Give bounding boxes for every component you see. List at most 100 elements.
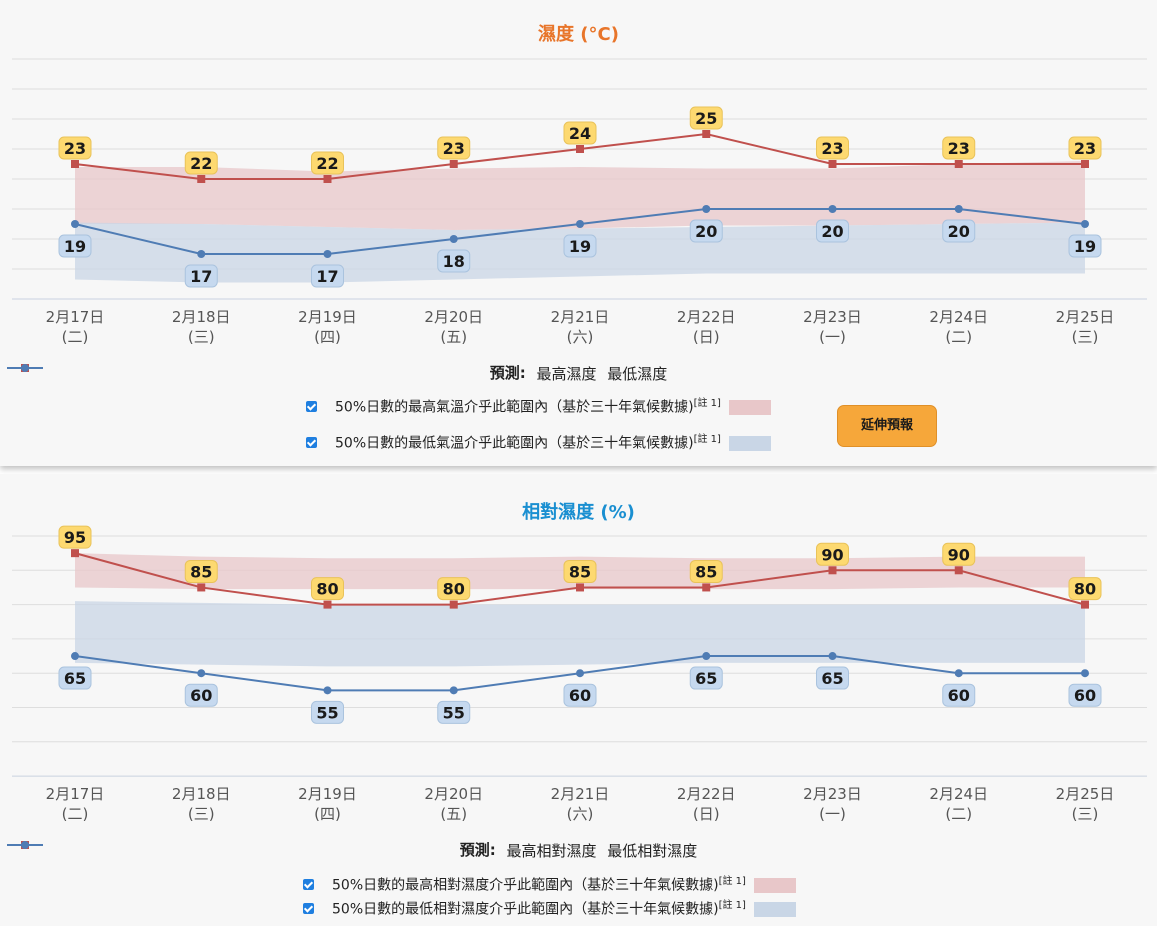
- data-label-text: 22: [316, 154, 338, 173]
- temp-min-point: [197, 250, 206, 258]
- footnote-ref[interactable]: [註 1]: [693, 434, 721, 445]
- humidity-max-range-toggle[interactable]: 50%日數的最高相對濕度介乎此範圍內（基於三十年氣候數據)[註 1]: [303, 872, 796, 895]
- checkbox-checked-icon[interactable]: [303, 903, 314, 915]
- hum-min-data-label: 65: [689, 666, 723, 690]
- data-label-bg: [942, 219, 976, 243]
- temp-min-data-label: 19: [58, 234, 92, 258]
- temp-min-data-label: 17: [311, 264, 344, 288]
- hum-max-data-label: 85: [563, 559, 597, 583]
- data-label-text: 23: [821, 139, 843, 158]
- hum-min-data-label: 60: [563, 683, 597, 707]
- data-label-bg: [1068, 234, 1102, 258]
- data-label-bg: [311, 700, 344, 724]
- hum-min-point: [1081, 669, 1089, 678]
- data-label-text: 19: [569, 237, 591, 256]
- temp-max-point: [449, 160, 458, 168]
- temp-max-data-label: 25: [689, 106, 723, 130]
- temp-x-tick-weekday: (四): [314, 328, 341, 346]
- temperature-chart-title: 濕度 (°C): [538, 24, 619, 45]
- temp-min-point: [828, 205, 837, 213]
- hum-max-point: [828, 566, 837, 575]
- temperature-min-range-toggle[interactable]: 50%日數的最低氣溫介乎此範圍內（基於三十年氣候數據)[註 1]: [306, 430, 771, 453]
- hum-min-data-label: 60: [184, 683, 218, 707]
- temperature-legend-max-label[interactable]: 最高濕度: [536, 365, 597, 383]
- temp-min-point: [71, 220, 79, 228]
- data-label-bg: [816, 136, 849, 160]
- extended-forecast-button[interactable]: 延伸預報: [837, 405, 937, 447]
- temperature-legend-min-label[interactable]: 最低濕度: [607, 365, 668, 383]
- data-label-text: 85: [569, 562, 591, 581]
- hum-max-data-label: 90: [942, 542, 976, 566]
- temp-min-data-label: 18: [437, 249, 471, 273]
- temp-min-point: [702, 205, 711, 213]
- hum-max-data-label: 90: [816, 542, 849, 566]
- data-label-bg: [58, 136, 92, 160]
- hum-max-point: [449, 600, 458, 609]
- humidity-min-range-toggle[interactable]: 50%日數的最低相對濕度介乎此範圍內（基於三十年氣候數據)[註 1]: [303, 896, 796, 919]
- hum-x-tick-weekday: (一): [819, 805, 846, 823]
- data-label-text: 17: [190, 267, 212, 286]
- temp-x-tick-date: 2月18日: [172, 308, 231, 326]
- data-label-bg: [942, 683, 976, 707]
- temp-max-data-label: 23: [1068, 136, 1102, 160]
- checkbox-checked-icon[interactable]: [306, 401, 317, 413]
- data-label-text: 65: [64, 669, 86, 688]
- hum-min-data-label: 55: [437, 700, 471, 724]
- hum-x-tick-weekday: (四): [314, 805, 341, 823]
- hum-max-data-label: 85: [689, 559, 723, 583]
- temp-max-point: [323, 175, 332, 183]
- data-label-text: 23: [64, 139, 86, 158]
- humidity-panel: 95 85 80 80 85 85 90 90 80 65 60 55 55 60 65 65 60 60 2月17…: [0, 474, 1157, 926]
- humidity-legend-min-label[interactable]: 最低相對濕度: [607, 842, 698, 860]
- data-label-text: 19: [64, 237, 86, 256]
- temperature-max-range-toggle[interactable]: 50%日數的最高氣溫介乎此範圍內（基於三十年氣候數據)[註 1]: [306, 394, 771, 417]
- temp-x-tick-date: 2月21日: [551, 308, 610, 326]
- temp-max-data-label: 23: [942, 136, 976, 160]
- hum-min-data-label: 65: [816, 666, 849, 690]
- data-label-bg: [184, 151, 218, 175]
- data-label-bg: [816, 219, 849, 243]
- data-label-text: 80: [1074, 580, 1096, 599]
- temperature-chart: 23 22 22 23 24 25 23 23 23 19 17 17 18 19 20 20 20 19 2月17…: [12, 58, 1147, 346]
- hum-max-point: [1081, 600, 1089, 609]
- footnote-ref[interactable]: [註 1]: [718, 876, 746, 887]
- humidity-legend-max-label[interactable]: 最高相對濕度: [506, 842, 597, 860]
- min-series-swatch-icon: [7, 364, 43, 372]
- data-label-text: 17: [316, 267, 338, 286]
- hum-x-tick-weekday: (日): [693, 805, 720, 823]
- hum-min-data-label: 55: [311, 700, 344, 724]
- temp-x-tick-weekday: (日): [693, 328, 720, 346]
- data-label-bg: [689, 106, 723, 130]
- max-band-swatch: [728, 400, 771, 416]
- temp-x-tick-date: 2月17日: [46, 308, 105, 326]
- temp-max-point: [828, 160, 837, 168]
- checkbox-checked-icon[interactable]: [306, 437, 317, 449]
- data-label-bg: [437, 136, 471, 160]
- temp-max-data-label: 24: [563, 121, 597, 145]
- temp-max-data-label: 22: [311, 151, 344, 175]
- temp-min-data-label: 19: [563, 234, 597, 258]
- data-label-text: 60: [569, 686, 591, 705]
- checkbox-checked-icon[interactable]: [303, 879, 314, 891]
- temp-x-tick-weekday: (二): [945, 328, 972, 346]
- temp-x-tick-date: 2月19日: [298, 308, 357, 326]
- hum-min-data-label: 60: [942, 683, 976, 707]
- data-label-bg: [311, 577, 344, 601]
- temp-x-tick-date: 2月24日: [929, 308, 988, 326]
- humidity-min-range-label: 50%日數的最低相對濕度介乎此範圍內（基於三十年氣候數據): [332, 901, 719, 918]
- footnote-ref[interactable]: [註 1]: [718, 900, 746, 911]
- data-label-text: 60: [1074, 686, 1096, 705]
- data-label-bg: [563, 121, 597, 145]
- data-label-bg: [689, 666, 723, 690]
- temp-x-tick-weekday: (五): [440, 328, 467, 346]
- temp-max-point: [702, 130, 711, 138]
- data-label-bg: [1068, 136, 1102, 160]
- data-label-text: 20: [695, 222, 717, 241]
- hum-x-tick-date: 2月20日: [424, 785, 483, 803]
- temp-min-data-label: 20: [689, 219, 723, 243]
- humidity-chart: 95 85 80 80 85 85 90 90 80 65 60 55 55 60 65 65 60 60 2月17…: [12, 525, 1147, 823]
- temp-max-range-band: [75, 161, 1085, 230]
- hum-max-point: [702, 583, 711, 592]
- footnote-ref[interactable]: [註 1]: [693, 398, 721, 409]
- data-label-bg: [184, 559, 218, 583]
